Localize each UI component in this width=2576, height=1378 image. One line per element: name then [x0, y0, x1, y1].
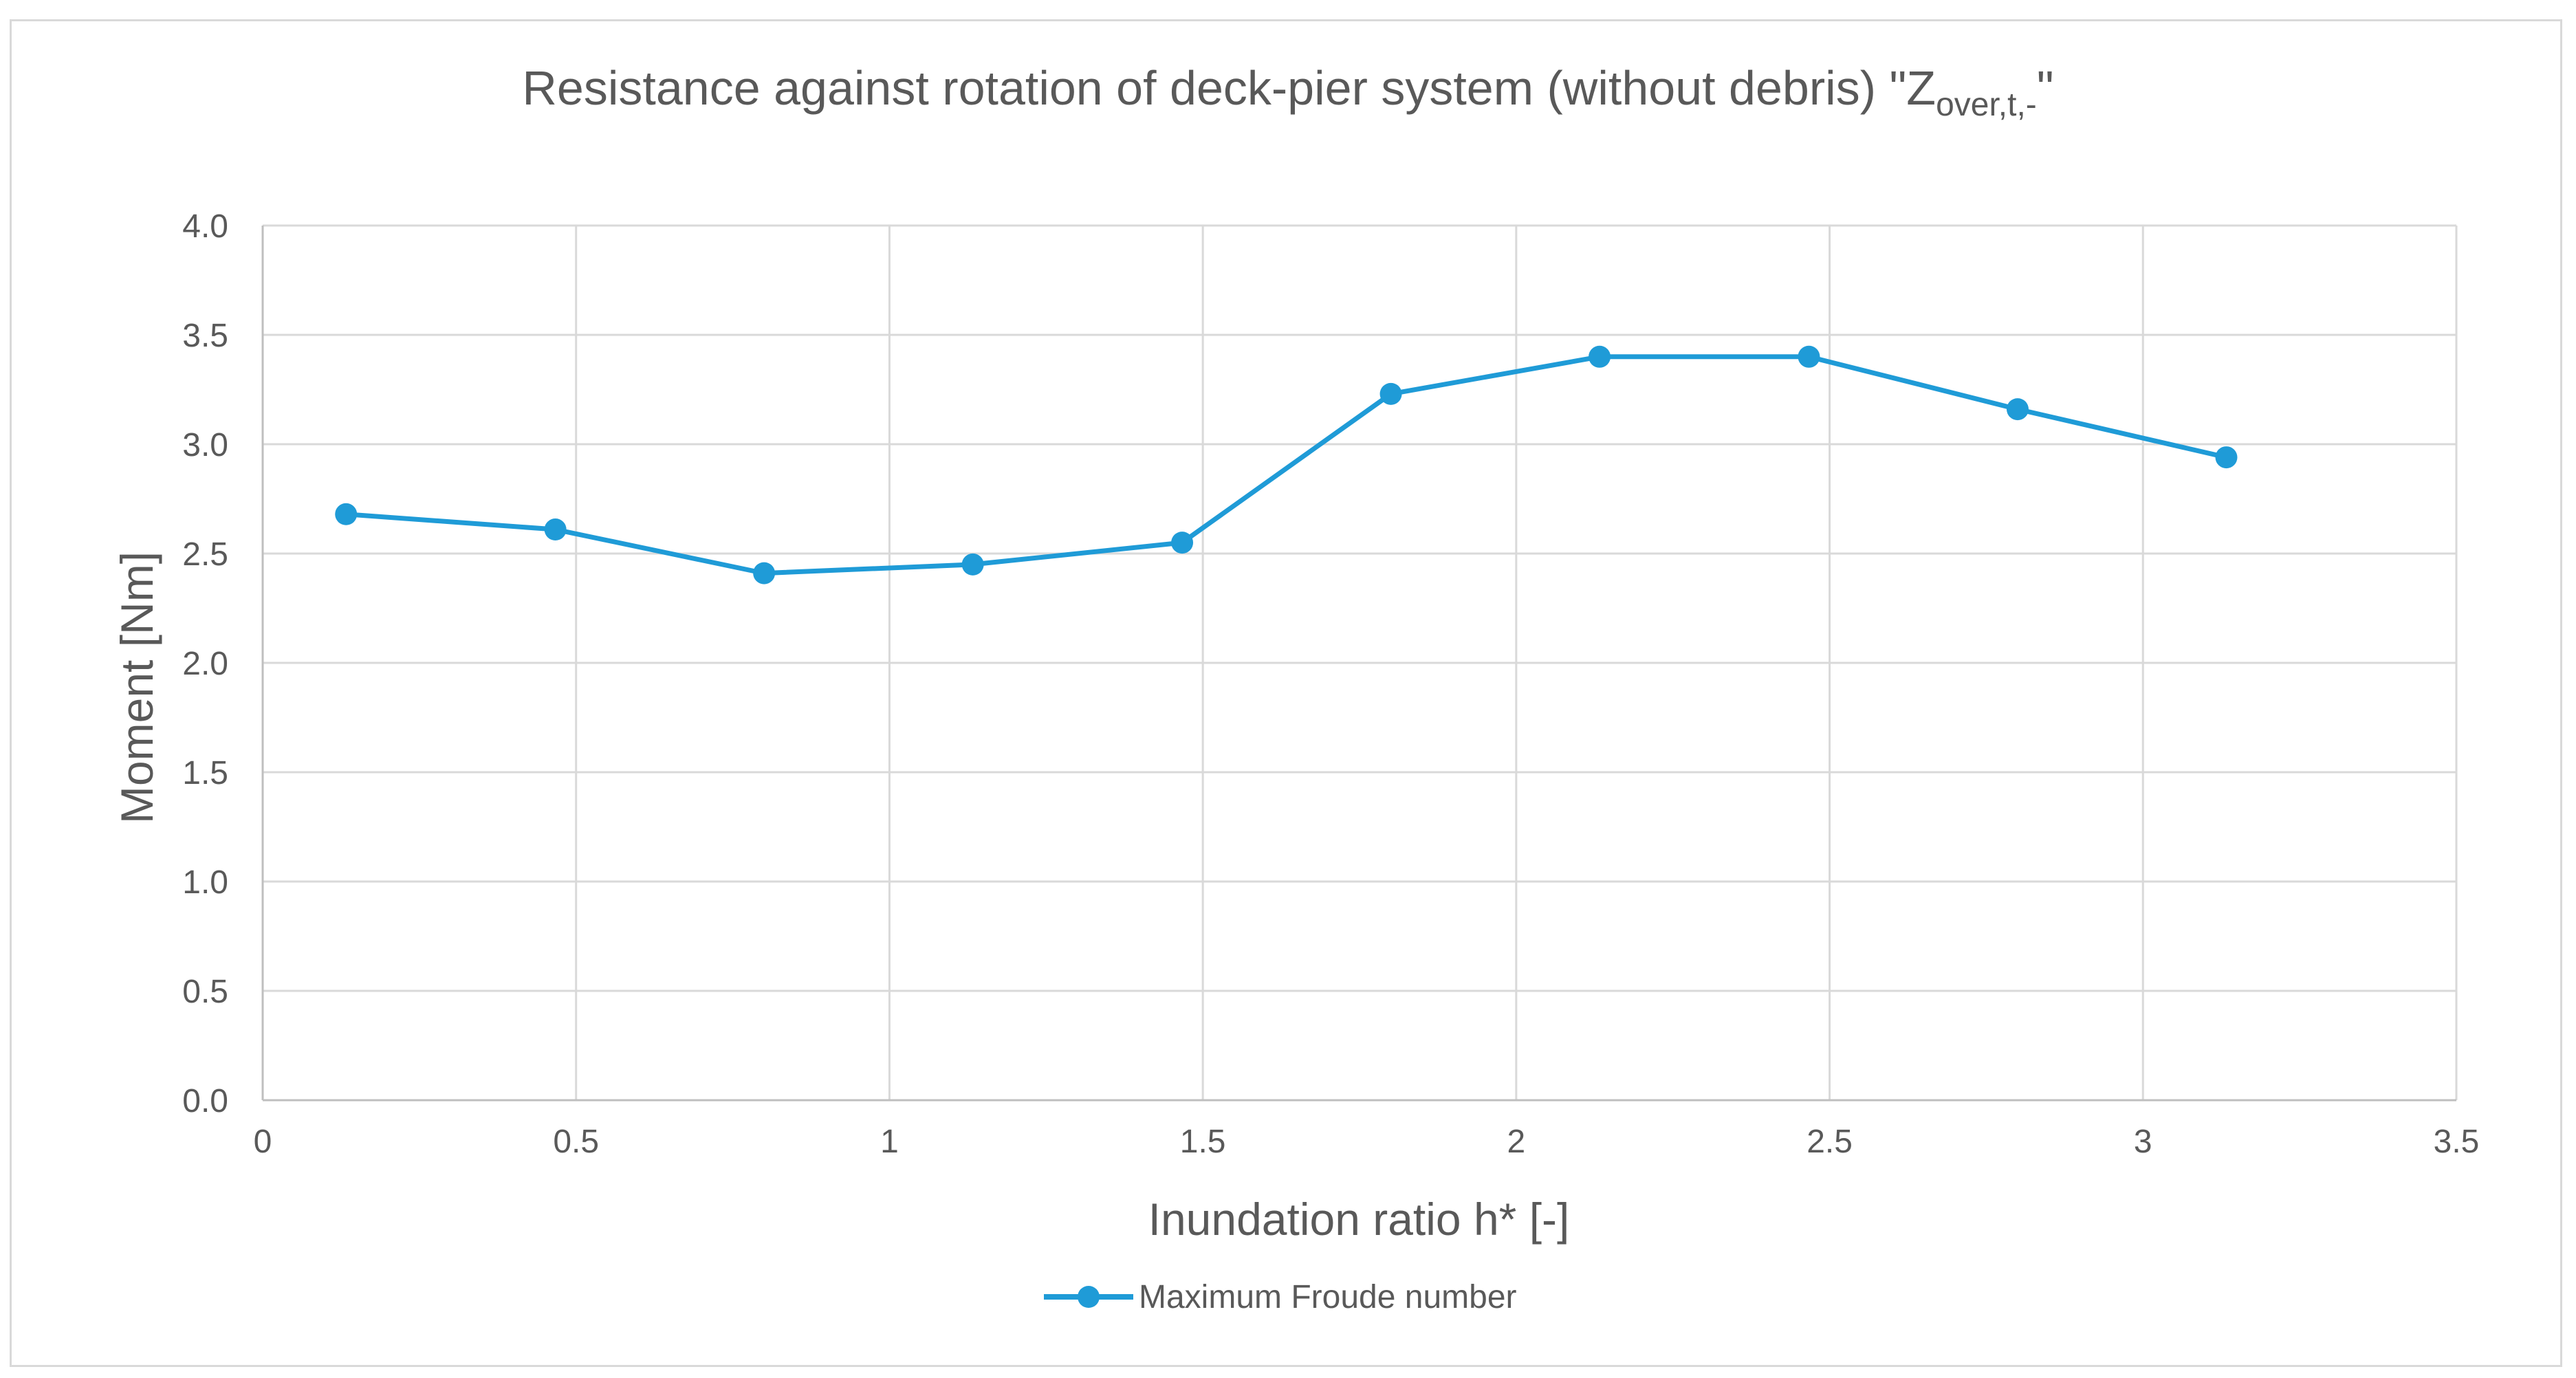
- chart-title: Resistance against rotation of deck-pier…: [522, 61, 2053, 123]
- x-tick-label: 2.5: [1807, 1124, 1853, 1160]
- x-tick-label: 3: [2134, 1124, 2152, 1160]
- x-tick-label: 1.5: [1180, 1124, 1226, 1160]
- x-tick-label: 0.5: [553, 1124, 599, 1160]
- legend-label: Maximum Froude number: [1139, 1279, 1517, 1315]
- chart-title-main: Resistance against rotation of deck-pier…: [522, 61, 1936, 115]
- x-tick-label: 0: [254, 1124, 272, 1160]
- series-line: [345, 354, 2227, 576]
- data-point: [1171, 532, 1194, 554]
- tick-labels: 0 0.5 1 1.5 2 2.5 3 3.5 0.0 0.5 1.0 1.5 2.0 2.5 3.0 3.5…: [182, 208, 2479, 1160]
- y-tick-label: 1.5: [182, 755, 228, 791]
- data-point: [335, 503, 358, 525]
- data-point: [1798, 345, 1820, 368]
- legend: Maximum Froude number: [1044, 1279, 1517, 1315]
- chart-frame: [10, 19, 2562, 1367]
- x-tick-label: 1: [880, 1124, 899, 1160]
- y-tick-label: 4.0: [182, 208, 228, 245]
- x-tick-label: 2: [1507, 1124, 1526, 1160]
- y-tick-label: 3.5: [182, 318, 228, 354]
- y-tick-label: 0.0: [182, 1083, 228, 1119]
- x-axis-title: Inundation ratio h* [-]: [1148, 1194, 1570, 1245]
- chart-title-suffix: ": [2037, 61, 2054, 115]
- axes: [261, 226, 2456, 1102]
- legend-marker: [1078, 1286, 1100, 1308]
- chart-title-subscript: over,t,-: [1936, 87, 2037, 123]
- y-axis-title: Moment [Nm]: [111, 551, 162, 824]
- data-point: [753, 562, 776, 584]
- y-tick-label: 3.0: [182, 427, 228, 463]
- data-point: [961, 553, 984, 576]
- x-tick-label: 3.5: [2434, 1124, 2480, 1160]
- gridlines: [263, 224, 2458, 1100]
- data-point: [1589, 345, 1611, 368]
- series-layer: [335, 345, 2238, 584]
- y-tick-label: 2.5: [182, 536, 228, 573]
- y-tick-label: 2.0: [182, 646, 228, 682]
- data-point: [544, 518, 567, 541]
- y-tick-label: 0.5: [182, 974, 228, 1010]
- data-point: [1379, 382, 1402, 405]
- data-point: [2215, 446, 2238, 469]
- y-tick-label: 1.0: [182, 864, 228, 901]
- data-point: [2007, 398, 2029, 421]
